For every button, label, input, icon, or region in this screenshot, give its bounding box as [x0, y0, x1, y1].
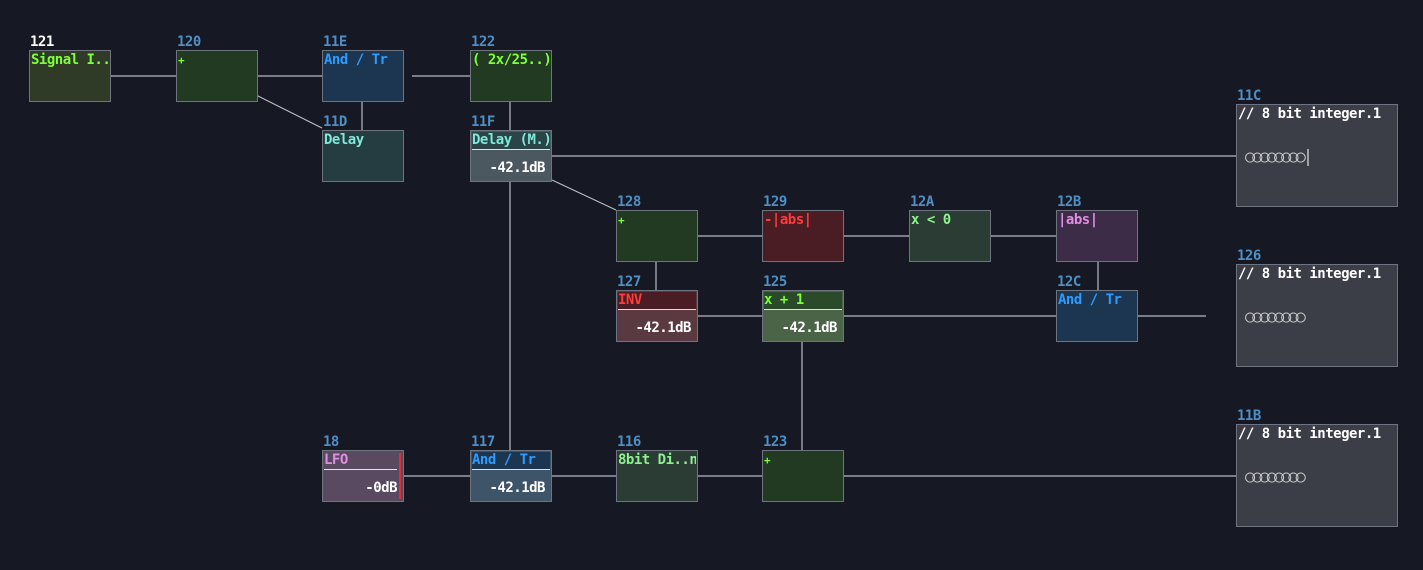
node-title: -|abs| — [764, 212, 812, 228]
node-id: 125 — [763, 274, 787, 290]
node-title: x < 0 — [911, 212, 951, 228]
level-indicator — [399, 453, 401, 499]
node-title: Signal I..t — [31, 52, 109, 68]
node-11C[interactable]: 11C // 8 bit integer.1 ○○○○○○○○| — [1236, 88, 1398, 207]
node-title: INV — [618, 292, 696, 310]
wire — [551, 179, 617, 211]
node-title: 8bit Di..n — [618, 452, 696, 468]
node-id: 11B — [1237, 408, 1261, 424]
level-meter: -42.1dB — [635, 320, 691, 336]
node-title: x + 1 — [764, 292, 842, 310]
node-title: ( 2x/25..) — [472, 52, 550, 68]
node-18[interactable]: 18 LFO -0dB — [322, 434, 404, 502]
node-117[interactable]: 117 And / Tr -42.1dB — [470, 434, 552, 502]
node-id: 121 — [30, 34, 54, 50]
node-id: 128 — [617, 194, 641, 210]
node-id: 12C — [1057, 274, 1081, 290]
node-id: 116 — [617, 434, 641, 450]
level-meter: -42.1dB — [489, 160, 545, 176]
node-title: |abs| — [1058, 212, 1098, 228]
bit-rings: ○○○○○○○○ — [1245, 467, 1306, 487]
node-title: + — [178, 54, 185, 67]
node-12C[interactable]: 12C And / Tr — [1056, 274, 1138, 342]
node-121[interactable]: 121 Signal I..t — [29, 34, 111, 102]
node-12A[interactable]: 12A x < 0 — [909, 194, 991, 262]
node-id: 122 — [471, 34, 495, 50]
level-meter: -0dB — [365, 480, 397, 496]
node-title: // 8 bit integer.1 — [1238, 266, 1381, 282]
node-id: 18 — [323, 434, 339, 450]
bit-rings: ○○○○○○○○ — [1245, 307, 1306, 327]
node-id: 11D — [323, 114, 347, 130]
node-id: 126 — [1237, 248, 1261, 264]
level-meter: -42.1dB — [781, 320, 837, 336]
node-title: // 8 bit integer.1 — [1238, 106, 1381, 122]
node-11E[interactable]: 11E And / Tr — [322, 34, 404, 102]
node-122[interactable]: 122 ( 2x/25..) — [470, 34, 552, 102]
level-meter: -42.1dB — [489, 480, 545, 496]
node-128[interactable]: 128 + — [616, 194, 698, 262]
node-title: Delay — [324, 132, 364, 148]
node-id: 120 — [177, 34, 201, 50]
node-id: 11F — [471, 114, 495, 130]
node-id: 117 — [471, 434, 495, 450]
node-129[interactable]: 129 -|abs| — [762, 194, 844, 262]
node-title: And / Tr — [1058, 292, 1122, 308]
node-title: Delay (M.) — [472, 132, 550, 150]
node-125[interactable]: 125 x + 1 -42.1dB — [762, 274, 844, 342]
node-id: 11E — [323, 34, 347, 50]
node-11F[interactable]: 11F Delay (M.) -42.1dB — [470, 114, 552, 182]
node-id: 129 — [763, 194, 787, 210]
node-116[interactable]: 116 8bit Di..n — [616, 434, 698, 502]
node-title: LFO — [324, 452, 397, 470]
node-123[interactable]: 123 + — [762, 434, 844, 502]
node-id: 123 — [763, 434, 787, 450]
node-title: + — [618, 214, 625, 227]
node-126[interactable]: 126 // 8 bit integer.1 ○○○○○○○○ — [1236, 248, 1398, 367]
node-127[interactable]: 127 INV -42.1dB — [616, 274, 698, 342]
node-id: 127 — [617, 274, 641, 290]
node-title: And / Tr — [472, 452, 550, 470]
node-12B[interactable]: 12B |abs| — [1056, 194, 1138, 262]
node-id: 12A — [910, 194, 934, 210]
node-title: + — [764, 454, 771, 467]
node-title: And / Tr — [324, 52, 388, 68]
node-id: 11C — [1237, 88, 1261, 104]
node-11D[interactable]: 11D Delay — [322, 114, 404, 182]
node-120[interactable]: 120 + — [176, 34, 258, 102]
bit-rings: ○○○○○○○○| — [1245, 147, 1313, 167]
node-11B[interactable]: 11B // 8 bit integer.1 ○○○○○○○○ — [1236, 408, 1398, 527]
node-id: 12B — [1057, 194, 1081, 210]
node-title: // 8 bit integer.1 — [1238, 426, 1381, 442]
